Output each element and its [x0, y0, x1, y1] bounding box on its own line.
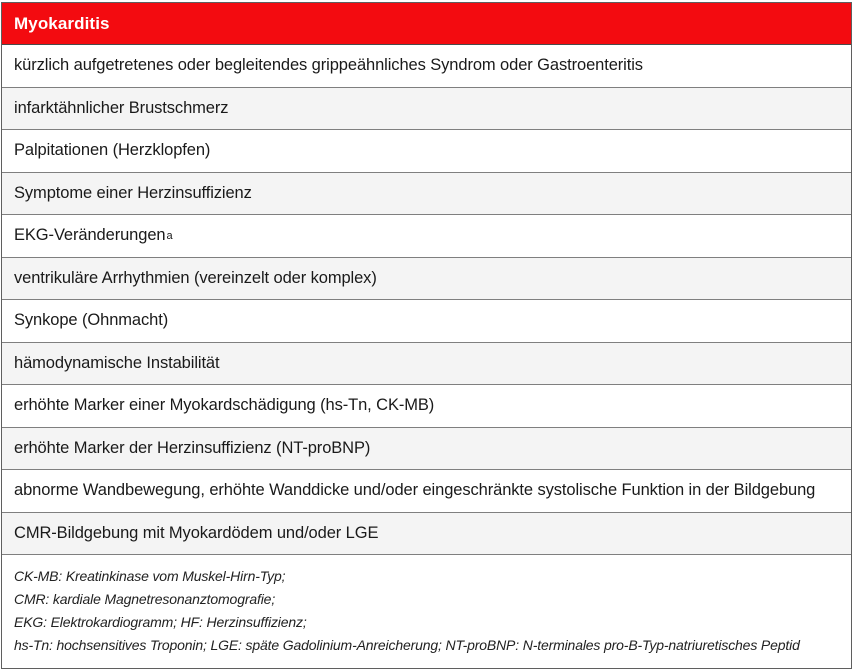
- table-footnotes: CK-MB: Kreatinkinase vom Muskel-Hirn-Typ…: [2, 555, 851, 668]
- row-text: EKG-Veränderungen: [14, 226, 166, 245]
- table-row: Symptome einer Herzinsuffizienz: [2, 172, 851, 215]
- row-text: erhöhte Marker der Herzinsuffizienz (NT-…: [14, 438, 371, 457]
- table-row: hämodynamische Instabilität: [2, 342, 851, 385]
- row-text: CMR-Bildgebung mit Myokardödem und/oder …: [14, 523, 379, 542]
- table-row: infarktähnlicher Brustschmerz: [2, 87, 851, 130]
- table-row: abnorme Wandbewegung, erhöhte Wanddicke …: [2, 470, 851, 513]
- row-text: erhöhte Marker einer Myokardschädigung (…: [14, 396, 435, 415]
- footnote-line: hs-Tn: hochsensitives Troponin; LGE: spä…: [14, 637, 800, 653]
- row-text: Palpitationen (Herzklopfen): [14, 141, 211, 160]
- footnote-line: CK-MB: Kreatinkinase vom Muskel-Hirn-Typ…: [14, 568, 286, 584]
- footnote-line: EKG: Elektrokardiogramm; HF: Herzinsuffi…: [14, 614, 307, 630]
- table-row: erhöhte Marker einer Myokardschädigung (…: [2, 385, 851, 428]
- table-row: Palpitationen (Herzklopfen): [2, 130, 851, 173]
- table-row: ventrikuläre Arrhythmien (vereinzelt ode…: [2, 257, 851, 300]
- row-text: hämodynamische Instabilität: [14, 353, 220, 372]
- table-row: erhöhte Marker der Herzinsuffizienz (NT-…: [2, 427, 851, 470]
- row-text: ventrikuläre Arrhythmien (vereinzelt ode…: [14, 268, 377, 287]
- table-header: Myokarditis: [2, 3, 851, 45]
- footnote-line: CMR: kardiale Magnetresonanztomografie;: [14, 591, 276, 607]
- row-text: Synkope (Ohnmacht): [14, 311, 169, 330]
- table-row: Synkope (Ohnmacht): [2, 300, 851, 343]
- table-body: kürzlich aufgetretenes oder begleitendes…: [2, 45, 851, 555]
- table-row: CMR-Bildgebung mit Myokardödem und/oder …: [2, 512, 851, 555]
- table-title: Myokarditis: [14, 13, 110, 33]
- table-row: kürzlich aufgetretenes oder begleitendes…: [2, 45, 851, 88]
- table-row: EKG-Veränderungen a: [2, 215, 851, 258]
- row-text: kürzlich aufgetretenes oder begleitendes…: [14, 56, 643, 75]
- row-text: infarktähnlicher Brustschmerz: [14, 98, 229, 117]
- row-text: Symptome einer Herzinsuffizienz: [14, 183, 252, 202]
- row-text: abnorme Wandbewegung, erhöhte Wanddicke …: [14, 481, 816, 500]
